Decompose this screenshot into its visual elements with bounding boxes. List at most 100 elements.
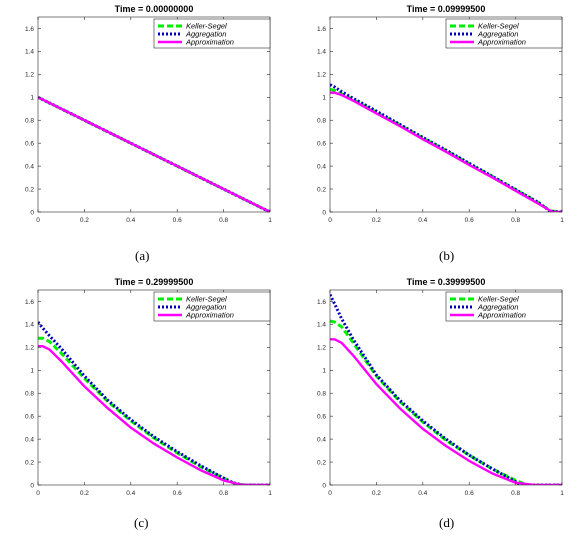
series-aggregation-line-b <box>330 83 563 212</box>
panel-c: Time = 0.29999500 0 0.2 0.4 0.6 0.8 1 0 0.2 0.4 0.… <box>0 273 292 545</box>
y-tick-label-d: 0.8 <box>317 391 326 398</box>
legend-label-aggregation-a: Aggregation <box>185 30 226 39</box>
legend-label-approximation-b: Approximation <box>477 38 526 47</box>
x-tick-label-a: 0.6 <box>173 217 182 224</box>
x-tick-label-c: 0.2 <box>80 490 89 497</box>
y-tick-label-a: 0 <box>30 209 34 216</box>
y-tick-label-c: 1.2 <box>25 345 34 352</box>
legend-label-keller-segel-c: Keller-Segel <box>186 295 227 304</box>
chart-title-b: Time = 0.09999500 <box>407 4 486 14</box>
x-tick-label-c: 1 <box>268 490 272 497</box>
legend-label-aggregation-b: Aggregation <box>477 30 518 39</box>
legend-label-aggregation-d: Aggregation <box>477 303 518 312</box>
x-tick-label-d: 1 <box>560 490 564 497</box>
y-tick-label-d: 0.4 <box>317 436 326 443</box>
y-tick-label-d: 1.2 <box>317 345 326 352</box>
legend-label-approximation-d: Approximation <box>477 311 526 320</box>
y-tick-label-a: 0.6 <box>25 140 34 147</box>
x-tick-label-d: 0.2 <box>372 490 381 497</box>
y-tick-label-b: 0.6 <box>317 140 326 147</box>
x-tick-label-d: 0.8 <box>511 490 520 497</box>
x-tick-label-b: 0.4 <box>418 217 427 224</box>
y-tick-label-a: 1.4 <box>25 49 34 56</box>
y-tick-label-b: 1.4 <box>317 49 326 56</box>
caption-a: (a) <box>135 248 150 263</box>
y-tick-label-b: 0 <box>322 209 326 216</box>
series-approximation-line-c <box>38 344 270 485</box>
series-approximation-line-a <box>38 96 271 212</box>
x-tick-label-c: 0.6 <box>173 490 182 497</box>
x-tick-label-a: 1 <box>268 217 272 224</box>
series-keller-segel-line-c <box>38 336 270 485</box>
legend-label-approximation-a: Approximation <box>185 38 234 47</box>
y-tick-label-c: 0.8 <box>25 391 34 398</box>
chart-d: Time = 0.39999500 0 0.2 0.4 0.6 0.8 1 0 0.2 0.4 0.… <box>317 277 564 497</box>
axes-box-c <box>37 289 271 486</box>
x-tick-label-b: 0.6 <box>465 217 474 224</box>
x-tick-label-a: 0 <box>36 217 40 224</box>
x-tick-label-a: 0.2 <box>80 217 89 224</box>
y-tick-label-a: 0.4 <box>25 163 34 170</box>
legend-label-keller-segel-b: Keller-Segel <box>478 22 519 31</box>
x-tick-label-c: 0 <box>36 490 40 497</box>
caption-c: (c) <box>134 515 149 530</box>
caption-d: (d) <box>439 515 455 530</box>
axes-box-d <box>329 289 563 486</box>
chart-c: Time = 0.29999500 0 0.2 0.4 0.6 0.8 1 0 0.2 0.4 0.… <box>25 277 272 497</box>
caption-b: (b) <box>439 248 455 263</box>
x-tick-label-d: 0.6 <box>465 490 474 497</box>
y-tick-label-d: 0.6 <box>317 413 326 420</box>
x-tick-label-c: 0.8 <box>219 490 228 497</box>
legend-label-aggregation-c: Aggregation <box>185 303 226 312</box>
x-tick-label-c: 0.4 <box>126 490 135 497</box>
x-tick-label-d: 0 <box>328 490 332 497</box>
chart-a: Time = 0.00000000 0 0.2 0.4 0.6 0.8 1 0 0.2 0.4 0.… <box>25 4 272 224</box>
legend-label-approximation-c: Approximation <box>185 311 234 320</box>
y-tick-label-c: 1 <box>30 368 34 375</box>
panel-b: Time = 0.09999500 0 0.2 0.4 0.6 0.8 1 0 0.2 0.4 0.… <box>292 0 584 272</box>
y-tick-label-c: 0 <box>30 482 34 489</box>
y-tick-label-d: 1.6 <box>317 299 326 306</box>
panel-d: Time = 0.39999500 0 0.2 0.4 0.6 0.8 1 0 0.2 0.4 0.… <box>292 273 584 545</box>
y-tick-label-b: 1 <box>322 95 326 102</box>
y-tick-label-a: 0.2 <box>25 186 34 193</box>
y-tick-label-b: 0.4 <box>317 163 326 170</box>
chart-title-d: Time = 0.39999500 <box>407 277 486 287</box>
y-tick-label-c: 1.4 <box>25 322 34 329</box>
legend-label-keller-segel-a: Keller-Segel <box>186 22 227 31</box>
axes-box-a <box>37 16 271 213</box>
y-tick-label-a: 1 <box>30 95 34 102</box>
y-tick-label-c: 0.4 <box>25 436 34 443</box>
chart-b: Time = 0.09999500 0 0.2 0.4 0.6 0.8 1 0 0.2 0.4 0.… <box>317 4 564 224</box>
x-tick-label-b: 1 <box>560 217 564 224</box>
y-tick-label-b: 1.2 <box>317 72 326 79</box>
y-tick-label-d: 0.2 <box>317 459 326 466</box>
x-tick-label-b: 0.8 <box>511 217 520 224</box>
y-tick-label-c: 0.2 <box>25 459 34 466</box>
y-tick-label-b: 0.2 <box>317 186 326 193</box>
y-tick-label-a: 1.2 <box>25 72 34 79</box>
y-tick-label-c: 0.6 <box>25 413 34 420</box>
series-keller-segel-line-d <box>330 319 562 485</box>
chart-title-c: Time = 0.29999500 <box>115 277 194 287</box>
panel-a: Time = 0.00000000 0 0.2 0.4 0.6 0.8 1 0 0.2 0.4 0.… <box>0 0 292 272</box>
x-tick-label-b: 0 <box>328 217 332 224</box>
y-tick-label-d: 0 <box>322 482 326 489</box>
axes-box-b <box>329 16 563 213</box>
x-tick-label-b: 0.2 <box>372 217 381 224</box>
y-tick-label-b: 0.8 <box>317 118 326 125</box>
x-tick-label-a: 0.4 <box>126 217 135 224</box>
y-tick-label-d: 1.4 <box>317 322 326 329</box>
x-tick-label-d: 0.4 <box>418 490 427 497</box>
y-tick-label-d: 1 <box>322 368 326 375</box>
x-tick-label-a: 0.8 <box>219 217 228 224</box>
series-aggregation-line-c <box>38 321 270 485</box>
y-tick-label-b: 1.6 <box>317 26 326 33</box>
series-aggregation-line-d <box>330 293 562 485</box>
legend-label-keller-segel-d: Keller-Segel <box>478 295 519 304</box>
y-tick-label-a: 0.8 <box>25 118 34 125</box>
y-tick-label-c: 1.6 <box>25 299 34 306</box>
y-tick-label-a: 1.6 <box>25 26 34 33</box>
series-approximation-line-b <box>330 91 562 212</box>
chart-title-a: Time = 0.00000000 <box>115 4 194 14</box>
